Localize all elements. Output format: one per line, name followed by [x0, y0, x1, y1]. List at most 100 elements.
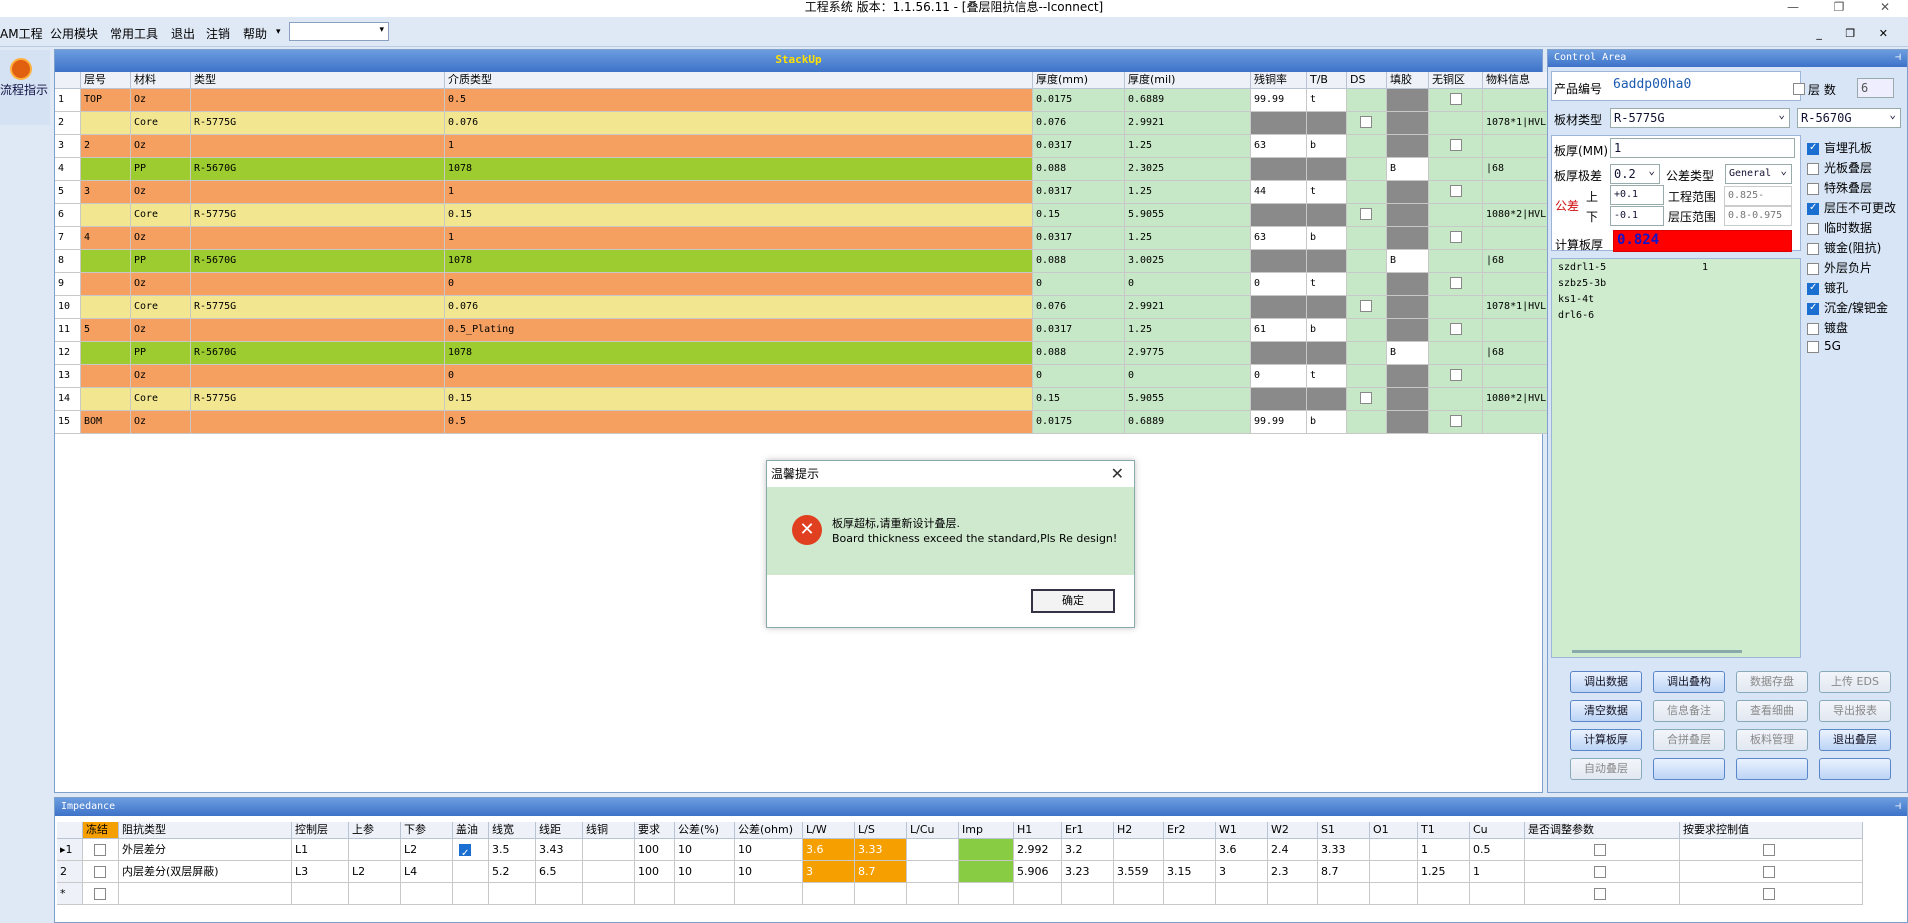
- impedance-cell[interactable]: [803, 883, 855, 905]
- impedance-checkbox[interactable]: [94, 888, 106, 900]
- impedance-col-header[interactable]: L/S: [855, 822, 907, 839]
- stackup-cell-fill[interactable]: [1387, 319, 1429, 342]
- option-6[interactable]: 外层负片: [1807, 259, 1872, 276]
- impedance-col-header[interactable]: 按要求控制值: [1680, 822, 1863, 839]
- impedance-cell[interactable]: [119, 883, 292, 905]
- stackup-row[interactable]: 3 2 Oz 1 0.0317 1.25 63 b: [55, 135, 1599, 158]
- stackup-cell-tb[interactable]: [1307, 250, 1347, 273]
- stackup-cell-mat[interactable]: Core: [131, 388, 191, 411]
- stackup-row[interactable]: 7 4 Oz 1 0.0317 1.25 63 b: [55, 227, 1599, 250]
- stackup-col-header[interactable]: T/B: [1307, 72, 1347, 89]
- stackup-cell-mm[interactable]: 0: [1033, 273, 1125, 296]
- stackup-cell-dielectric[interactable]: 1: [445, 135, 1033, 158]
- stackup-row[interactable]: 11 5 Oz 0.5_Plating 0.0317 1.25 61 b: [55, 319, 1599, 342]
- impedance-row[interactable]: ▸1外层差分L1L23.53.4310010103.63.332.9923.23…: [57, 839, 1863, 861]
- stackup-cell-res[interactable]: 44: [1251, 181, 1307, 204]
- impedance-cell[interactable]: [536, 883, 583, 905]
- stackup-cell-nocu[interactable]: [1429, 411, 1483, 434]
- impedance-col-header[interactable]: T1: [1418, 822, 1470, 839]
- impedance-cell[interactable]: 8.7: [855, 861, 907, 883]
- stackup-cell-type[interactable]: [191, 135, 445, 158]
- stackup-cell-n[interactable]: 7: [55, 227, 81, 250]
- stackup-cell-mm[interactable]: 0.0317: [1033, 135, 1125, 158]
- stackup-cell-type[interactable]: [191, 181, 445, 204]
- dialog-ok-button[interactable]: 确定: [1031, 589, 1115, 613]
- stackup-cell-mm[interactable]: 0.15: [1033, 204, 1125, 227]
- impedance-cell[interactable]: L2: [349, 861, 401, 883]
- stackup-cell-tb[interactable]: t: [1307, 181, 1347, 204]
- stackup-cell-layer[interactable]: 5: [81, 319, 131, 342]
- option-checkbox[interactable]: [1807, 202, 1819, 215]
- stackup-cell-mil[interactable]: 2.9921: [1125, 112, 1251, 135]
- stackup-cell-dielectric[interactable]: 0.076: [445, 112, 1033, 135]
- drill-list-item[interactable]: szbz5-3b: [1558, 278, 1607, 289]
- stackup-cell-fill[interactable]: [1387, 296, 1429, 319]
- impedance-cell[interactable]: [1114, 883, 1164, 905]
- impedance-cell[interactable]: 1: [1470, 861, 1525, 883]
- impedance-cell[interactable]: [1216, 883, 1268, 905]
- option-checkbox[interactable]: [1807, 302, 1819, 315]
- stackup-cell-mil[interactable]: 2.3025: [1125, 158, 1251, 181]
- stackup-cell-tb[interactable]: [1307, 342, 1347, 365]
- option-checkbox[interactable]: [1807, 222, 1819, 235]
- impedance-col-header[interactable]: 线距: [536, 822, 583, 839]
- impedance-cell[interactable]: 10: [735, 839, 803, 861]
- stackup-cell-res[interactable]: [1251, 158, 1307, 181]
- stackup-cell-ds[interactable]: [1347, 227, 1387, 250]
- impedance-cell[interactable]: [453, 839, 489, 861]
- stackup-cell-ds[interactable]: [1347, 273, 1387, 296]
- control-button[interactable]: [1819, 758, 1891, 780]
- impedance-cell[interactable]: 1: [1418, 839, 1470, 861]
- stackup-cell-type[interactable]: [191, 365, 445, 388]
- stackup-cell-mm[interactable]: 0.076: [1033, 296, 1125, 319]
- menu-exit[interactable]: 退出: [171, 27, 196, 41]
- stackup-cell-layer[interactable]: [81, 112, 131, 135]
- product-number-input[interactable]: 6addp00ha0: [1610, 76, 1756, 96]
- impedance-col-header[interactable]: S1: [1318, 822, 1370, 839]
- impedance-cell[interactable]: [453, 861, 489, 883]
- impedance-cell[interactable]: 10: [735, 861, 803, 883]
- option-checkbox[interactable]: [1807, 262, 1819, 275]
- impedance-cell[interactable]: [1062, 883, 1114, 905]
- stackup-cell-dielectric[interactable]: 0.5: [445, 411, 1033, 434]
- control-button[interactable]: 退出叠层: [1819, 729, 1891, 751]
- stackup-cell-type[interactable]: [191, 89, 445, 112]
- impedance-checkbox[interactable]: [1594, 866, 1606, 878]
- impedance-cell[interactable]: [1164, 839, 1216, 861]
- stackup-cell-dielectric[interactable]: 0: [445, 365, 1033, 388]
- control-button[interactable]: 合拼叠层: [1653, 729, 1725, 751]
- impedance-col-header[interactable]: 公差(%): [675, 822, 735, 839]
- control-button[interactable]: 查看细曲: [1736, 700, 1808, 722]
- impedance-cell[interactable]: [907, 861, 959, 883]
- stackup-cell-mat[interactable]: Oz: [131, 319, 191, 342]
- stackup-cell-tb[interactable]: [1307, 112, 1347, 135]
- control-button[interactable]: [1736, 758, 1808, 780]
- stackup-cell-dielectric[interactable]: 0.5_Plating: [445, 319, 1033, 342]
- control-button[interactable]: 导出报表: [1819, 700, 1891, 722]
- menu-common-tools[interactable]: 常用工具: [110, 27, 159, 41]
- minimize-button[interactable]: —: [1787, 0, 1799, 14]
- stackup-cell-mil[interactable]: 0: [1125, 273, 1251, 296]
- impedance-cell[interactable]: [1370, 861, 1418, 883]
- stackup-row[interactable]: 2 Core R-5775G 0.076 0.076 2.9921 1078*1|HVLP: [55, 112, 1599, 135]
- impedance-cell[interactable]: [1680, 883, 1863, 905]
- drill-list-item[interactable]: drl6-6: [1558, 310, 1595, 321]
- impedance-cell[interactable]: 3.6: [803, 839, 855, 861]
- stackup-cell-mat[interactable]: PP: [131, 250, 191, 273]
- option-8[interactable]: 沉金/镍钯金: [1807, 299, 1888, 316]
- stackup-cell-type[interactable]: R-5775G: [191, 204, 445, 227]
- impedance-cell[interactable]: 2.992: [1014, 839, 1062, 861]
- stackup-cell-dielectric[interactable]: 0.15: [445, 388, 1033, 411]
- stackup-cell-tb[interactable]: b: [1307, 319, 1347, 342]
- impedance-col-header[interactable]: L/Cu: [907, 822, 959, 839]
- stackup-row[interactable]: 9 Oz 0 0 0 0 t: [55, 273, 1599, 296]
- impedance-col-header[interactable]: 下参: [401, 822, 453, 839]
- impedance-cell[interactable]: 2.4: [1268, 839, 1318, 861]
- stackup-cell-layer[interactable]: [81, 204, 131, 227]
- stackup-cell-fill[interactable]: [1387, 411, 1429, 434]
- stackup-cell-nocu[interactable]: [1429, 319, 1483, 342]
- stackup-cell-fill[interactable]: B: [1387, 158, 1429, 181]
- impedance-cell[interactable]: [83, 883, 119, 905]
- impedance-cell[interactable]: [635, 883, 675, 905]
- stackup-cell-res[interactable]: 0: [1251, 273, 1307, 296]
